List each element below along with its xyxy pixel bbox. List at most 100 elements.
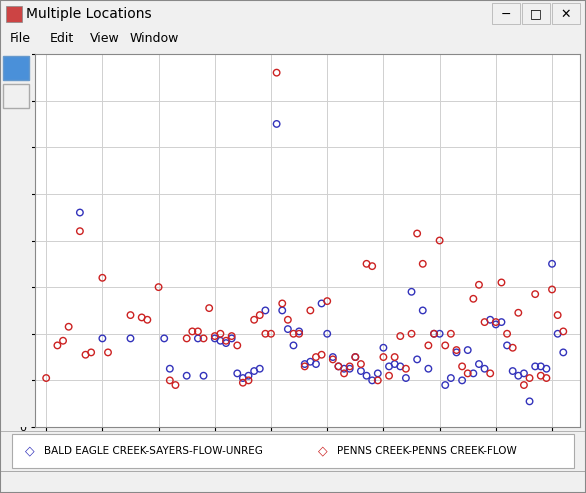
Point xyxy=(289,330,298,338)
Point xyxy=(502,330,512,338)
Point xyxy=(446,330,455,338)
Point xyxy=(530,290,540,298)
Point xyxy=(525,374,534,382)
Point xyxy=(294,327,304,335)
Point xyxy=(210,332,220,340)
Text: View: View xyxy=(90,33,120,45)
Point xyxy=(64,323,73,331)
Point xyxy=(75,209,84,216)
Point xyxy=(306,307,315,315)
Point xyxy=(373,369,383,377)
Point xyxy=(367,262,377,270)
Point xyxy=(278,307,287,315)
Point xyxy=(317,300,326,308)
Point xyxy=(356,360,366,368)
Point xyxy=(541,365,551,373)
Point xyxy=(486,369,495,377)
Point xyxy=(367,377,377,385)
Point xyxy=(154,283,163,291)
Point xyxy=(430,330,439,338)
Point xyxy=(480,365,489,373)
Point xyxy=(463,346,472,354)
Point xyxy=(244,372,253,380)
Text: Edit: Edit xyxy=(50,33,74,45)
Point xyxy=(306,358,315,366)
Point xyxy=(441,342,450,350)
Point xyxy=(283,325,292,333)
Point xyxy=(435,237,444,245)
Point xyxy=(317,351,326,359)
Point xyxy=(334,362,343,370)
Point xyxy=(328,353,338,361)
Point xyxy=(401,374,411,382)
Point xyxy=(480,318,489,326)
Point xyxy=(339,365,349,373)
Text: ◇: ◇ xyxy=(318,445,327,458)
Point xyxy=(384,372,394,380)
Point xyxy=(519,369,529,377)
Point xyxy=(261,330,270,338)
Point xyxy=(250,316,259,324)
Point xyxy=(255,365,264,373)
Point xyxy=(53,342,62,350)
Point xyxy=(255,311,264,319)
Point xyxy=(233,369,242,377)
Point xyxy=(193,334,203,342)
Point xyxy=(474,360,483,368)
Point xyxy=(558,327,568,335)
Point xyxy=(334,362,343,370)
Point xyxy=(345,362,355,370)
Point xyxy=(272,69,281,76)
Text: PENNS CREEK-PENNS CREEK-FLOW: PENNS CREEK-PENNS CREEK-FLOW xyxy=(337,446,517,456)
Point xyxy=(294,330,304,338)
Point xyxy=(272,120,281,128)
Point xyxy=(435,330,444,338)
Point xyxy=(536,362,546,370)
Text: −: − xyxy=(501,7,511,21)
Point xyxy=(558,349,568,356)
Point xyxy=(238,379,247,387)
Point xyxy=(171,381,180,389)
Point xyxy=(350,353,360,361)
Point xyxy=(222,337,231,345)
Point xyxy=(384,362,394,370)
Point xyxy=(300,362,309,370)
Point xyxy=(553,311,563,319)
Point xyxy=(474,281,483,289)
Point xyxy=(261,307,270,315)
Point xyxy=(508,367,517,375)
Point xyxy=(424,365,433,373)
Point xyxy=(446,374,455,382)
Point xyxy=(491,320,500,328)
Point xyxy=(328,355,338,363)
Point xyxy=(233,342,242,350)
Point xyxy=(199,334,208,342)
Point xyxy=(300,360,309,368)
Text: Multiple Locations: Multiple Locations xyxy=(26,7,152,21)
Point xyxy=(418,260,427,268)
Point xyxy=(497,279,506,286)
Point xyxy=(463,369,472,377)
Text: □: □ xyxy=(530,7,542,21)
Point xyxy=(390,360,399,368)
Point xyxy=(430,330,439,338)
Point xyxy=(75,227,84,235)
Point xyxy=(278,300,287,308)
Point xyxy=(42,374,51,382)
Point xyxy=(401,365,411,373)
Point xyxy=(199,372,208,380)
Point xyxy=(126,334,135,342)
Point xyxy=(193,327,203,335)
Point xyxy=(469,369,478,377)
Point xyxy=(396,362,405,370)
Point xyxy=(396,332,405,340)
Point xyxy=(238,374,247,382)
Text: BALD EAGLE CREEK-SAYERS-FLOW-UNREG: BALD EAGLE CREEK-SAYERS-FLOW-UNREG xyxy=(44,446,263,456)
Point xyxy=(547,260,557,268)
Point xyxy=(350,353,360,361)
Point xyxy=(390,353,399,361)
Point xyxy=(525,397,534,405)
Point xyxy=(452,349,461,356)
Point xyxy=(250,367,259,375)
Point xyxy=(362,372,372,380)
